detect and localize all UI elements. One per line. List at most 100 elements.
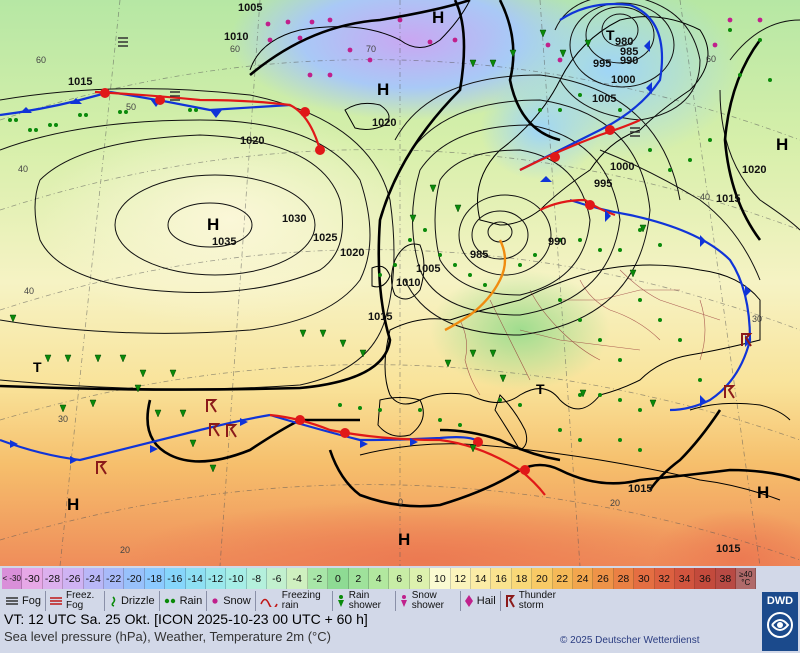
snow-shower-icon (400, 595, 407, 607)
valid-time: VT: 12 UTC Sa. 25 Okt. [ICON 2025-10-23 … (4, 611, 368, 627)
isobar-east-2 (719, 89, 800, 231)
isobar-1025 (34, 134, 343, 293)
thunderstorm-symbols (96, 333, 753, 475)
dwd-emblem-icon (767, 612, 793, 638)
isobar-label: 1035 (212, 236, 236, 248)
isobar-label: 1030 (282, 213, 306, 225)
legend-panel: < -30 -30 -28 -26 -24 -22 -20 -18 -16 -14 -12 -10 -8… (0, 566, 800, 653)
legend-item-fog: Fog (2, 591, 46, 611)
isobar-label: 1005 (238, 2, 262, 14)
isobar-label: 1015 (368, 311, 392, 323)
iberia-coast (377, 397, 424, 437)
isobar-label: 995 (594, 178, 612, 190)
isobars-bold (0, 0, 800, 508)
isobar-bold-norway (498, 0, 561, 142)
isobars (0, 0, 800, 390)
legend-label: Hail (476, 595, 496, 607)
latitude-label: 60 (36, 55, 46, 65)
scale-cell: 36 (695, 568, 716, 589)
scale-cell: 20 (532, 568, 553, 589)
iceland-coast (344, 102, 390, 130)
legend-item-freezing-fog: Freez. Fog (46, 591, 105, 611)
isobar-label: 1010 (224, 31, 248, 43)
high-centre-morocco: H (67, 495, 79, 514)
isobar-bold-turkey (648, 409, 722, 491)
snow-icon (212, 598, 218, 604)
legend-item-snow: Snow (207, 591, 256, 611)
high-centre-egypt: H (757, 483, 769, 502)
warm-area-egypt (650, 510, 800, 566)
dwd-logo: DWD (762, 592, 798, 651)
latitude-label: 40 (18, 164, 28, 174)
isobar-label: 1015 (68, 76, 92, 88)
scale-cell: < -30 (2, 568, 23, 589)
north-africa-coast (359, 443, 781, 501)
scale-cell: -26 (63, 568, 84, 589)
legend-label: Snow (223, 595, 251, 607)
temperature-labels: 60 60 50 40 40 30 20 20 0 70 60 40 30 (18, 44, 762, 555)
isobar-label: 1020 (742, 164, 766, 176)
scale-cell: -14 (185, 568, 206, 589)
latitude-label: 40 (24, 286, 34, 296)
legend-label: Thunder storm (518, 590, 556, 611)
isobar-1005 (404, 99, 651, 336)
scale-cell: 6 (389, 568, 410, 589)
isobar-bold-med (439, 428, 561, 462)
fronts (0, 2, 752, 496)
isobar-label: 985 (470, 249, 488, 261)
isobar-985 (471, 210, 529, 260)
isobar-label: 995 (593, 58, 611, 70)
isobar-bold-1015 (0, 0, 466, 391)
freezing-rain-icon (260, 598, 278, 607)
scale-cell: -4 (287, 568, 308, 589)
legend-item-rain: Rain (160, 591, 208, 611)
turkey-coast (689, 402, 791, 421)
legend-label: Rain (179, 595, 203, 607)
high-centre-russia: H (776, 135, 788, 154)
latitude-label: 30 (752, 314, 762, 324)
cold-front-west (0, 90, 111, 117)
scale-cell: -2 (307, 568, 329, 589)
scale-cell: -10 (226, 568, 247, 589)
scale-cell: 24 (572, 568, 594, 589)
scale-cell: 32 (654, 568, 675, 589)
temperature-scale: < -30 -30 -28 -26 -24 -22 -20 -18 -16 -14 -12 -10 -8… (2, 568, 757, 589)
scale-cell: -24 (83, 568, 104, 589)
chart-description: Sea level pressure (hPa), Weather, Tempe… (4, 629, 331, 644)
rain-icon (164, 598, 175, 604)
isobar-label: 1015 (716, 543, 740, 555)
freezing-fog-icon (49, 597, 62, 605)
isobar-label: 1015 (716, 193, 740, 205)
scale-cell: 16 (491, 568, 512, 589)
latitude-label: 40 (700, 192, 710, 202)
scale-cell: 2 (348, 568, 370, 589)
isobar-1035 (167, 202, 253, 248)
isobar-1030 (114, 174, 316, 276)
scale-cell: 4 (369, 568, 390, 589)
scale-cell: 22 (552, 568, 573, 589)
isobar-990 (458, 194, 552, 276)
scale-cell: -28 (42, 568, 64, 589)
scale-cell: -12 (205, 568, 227, 589)
isobar-label: 1025 (313, 232, 337, 244)
cold-front-med-west (0, 413, 271, 462)
scale-cell: 28 (613, 568, 635, 589)
isobar-bold-russia (723, 39, 762, 241)
cold-front-scandinavia (519, 2, 664, 171)
scale-cell: 38 (715, 568, 737, 589)
warm-area-sahara (120, 500, 720, 566)
latitude-label: 20 (610, 498, 620, 508)
isobar-bold-africa-south (328, 449, 800, 508)
scale-cell: 26 (593, 568, 614, 589)
rain-shower-icon (337, 595, 344, 607)
isobar-low-north-985 (585, 6, 655, 64)
isobar-labels: 1005 1010 1015 1020 1030 1035 1025 1020 … (68, 2, 766, 555)
latitude-label: 70 (366, 44, 376, 54)
italy-coast (494, 394, 528, 451)
scale-cell: 8 (409, 568, 431, 589)
occluded-front (444, 239, 507, 332)
isobar-1020 (0, 119, 371, 334)
scale-cell: 30 (634, 568, 655, 589)
low-centre-atlantic: T (33, 359, 42, 375)
scale-cell: 34 (674, 568, 696, 589)
